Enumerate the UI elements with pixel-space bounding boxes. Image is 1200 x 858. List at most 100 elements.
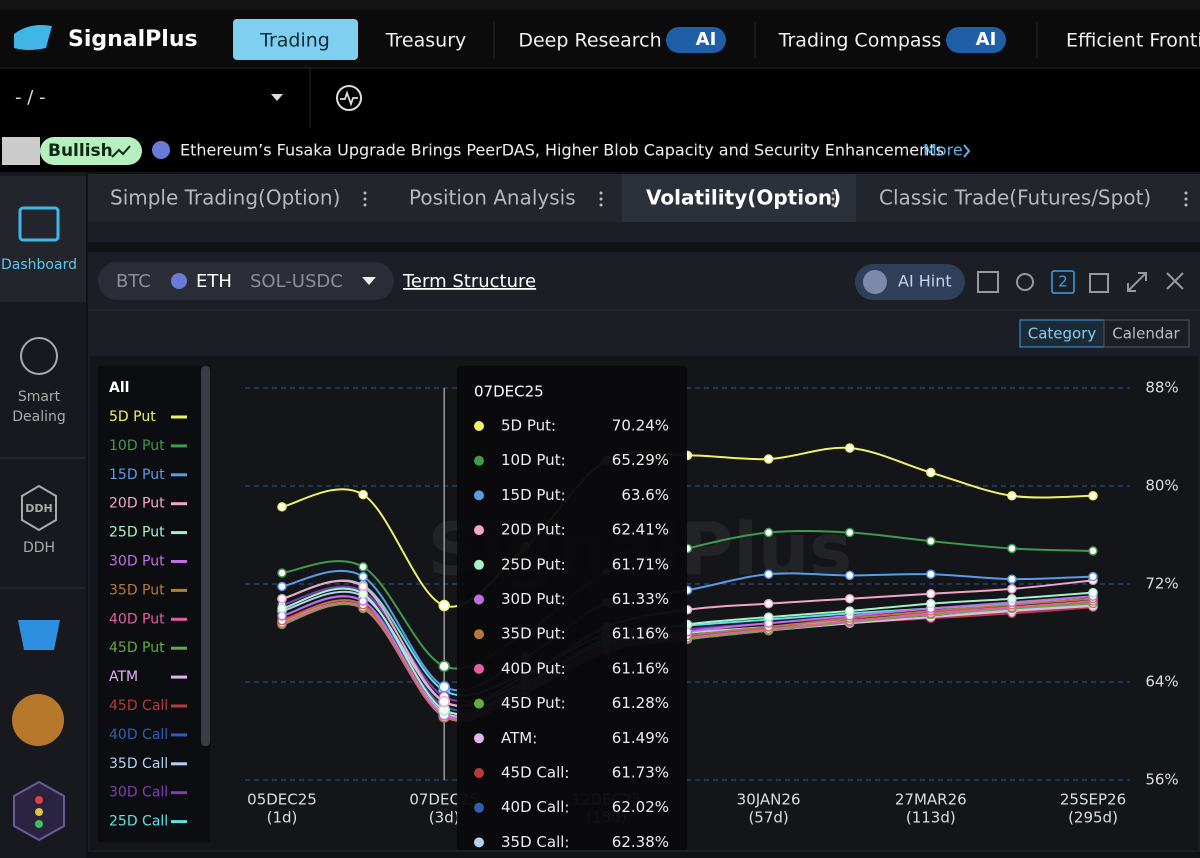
asset[interactable]: SOL-USDC xyxy=(250,271,343,292)
light xyxy=(35,820,43,828)
ticker-bar xyxy=(0,128,1200,172)
data-point xyxy=(926,467,936,478)
tab-active[interactable] xyxy=(233,19,358,60)
legend-label[interactable]: 25D Put xyxy=(109,525,165,541)
trend-icon xyxy=(111,145,131,158)
legend-label[interactable]: ATM xyxy=(109,669,138,685)
headline[interactable]: Ethereum’s Fusaka Upgrade Brings PeerDAS… xyxy=(180,141,944,160)
close-icon[interactable] xyxy=(1166,272,1184,290)
legend-label[interactable]: 35D Put xyxy=(109,582,165,598)
nav-tab[interactable]: Efficient Frontier xyxy=(1066,30,1200,52)
tooltip-bg xyxy=(457,366,687,850)
nav-tab[interactable]: Trading Compass xyxy=(778,30,942,52)
nav-tab[interactable]: Deep Research xyxy=(518,30,661,52)
legend-label[interactable]: 15D Put xyxy=(109,467,165,483)
data-point xyxy=(1088,491,1098,501)
mode[interactable]: Category xyxy=(1028,325,1097,343)
asset[interactable]: BTC xyxy=(116,271,151,292)
copy-icon[interactable] xyxy=(1089,273,1109,293)
more-link[interactable]: More xyxy=(923,141,963,160)
ddh-icon-text: DDH xyxy=(25,502,52,515)
data-point xyxy=(926,598,936,609)
tooltip-value: 61.49% xyxy=(612,729,669,747)
mode-inactive[interactable] xyxy=(1103,319,1190,348)
data-point xyxy=(763,454,774,464)
tooltip: 07DEC25 5D Put: 70.24% 10D Put: 65.29% 15D Pu… xyxy=(457,366,687,850)
menu-dot xyxy=(363,191,367,195)
legend-label[interactable]: 25D Call xyxy=(109,814,168,830)
dealing-icon xyxy=(20,337,58,375)
count-box[interactable] xyxy=(1051,270,1075,294)
legend-label[interactable]: 45D Call xyxy=(109,698,168,714)
nav-tab[interactable]: Trading xyxy=(259,30,330,52)
ddh-icon xyxy=(21,484,57,532)
subtab[interactable]: Simple Trading(Option) xyxy=(110,186,340,210)
count[interactable]: 2 xyxy=(1058,273,1068,291)
data-point xyxy=(358,562,368,572)
asset[interactable]: ETH xyxy=(196,271,232,292)
legend-all[interactable]: All xyxy=(109,380,129,396)
trophy[interactable] xyxy=(18,620,60,650)
tooltip-name: 40D Call: xyxy=(501,798,569,816)
legend-label[interactable]: 5D Put xyxy=(109,409,156,425)
mode[interactable]: Calendar xyxy=(1112,325,1180,343)
toolbar xyxy=(0,68,1200,128)
x-tick-sublabel: (113d) xyxy=(906,809,956,827)
dropdown-arrow[interactable] xyxy=(271,94,283,101)
asset-selector[interactable] xyxy=(98,262,394,300)
sidebar-item[interactable]: DDH xyxy=(23,540,55,556)
bullish-pill xyxy=(40,137,142,165)
news-thumb xyxy=(2,137,40,165)
tooltip-value: 61.16% xyxy=(612,659,669,677)
tooltip-dot xyxy=(474,490,484,501)
menu-dot xyxy=(363,197,367,201)
expand-icon[interactable] xyxy=(1127,272,1147,292)
legend-label[interactable]: 30D Put xyxy=(109,554,165,570)
data-point xyxy=(1007,543,1017,554)
sidebar-item[interactable]: Dashboard xyxy=(1,257,77,273)
tooltip-dot xyxy=(474,663,484,674)
subtab[interactable]: Volatility(Option) xyxy=(646,186,841,210)
view-title[interactable]: Term Structure xyxy=(402,271,536,292)
x-tick-label: 30JAN26 xyxy=(737,791,801,809)
legend-label[interactable]: 35D Call xyxy=(109,756,168,772)
more-arrow[interactable] xyxy=(963,144,971,158)
data-point xyxy=(1007,491,1017,501)
legend-label[interactable]: 30D Call xyxy=(109,785,168,801)
legend-label[interactable]: 40D Put xyxy=(109,611,165,627)
mascot[interactable] xyxy=(12,694,64,746)
ai-badge-text: AI xyxy=(696,29,717,50)
nav-tab[interactable]: Treasury xyxy=(385,30,467,52)
legend-label[interactable]: 20D Put xyxy=(109,496,165,512)
legend-label[interactable]: 40D Call xyxy=(109,727,168,743)
tooltip-dot xyxy=(474,837,484,848)
legend-label[interactable]: 45D Put xyxy=(109,640,165,656)
tooltip-dot xyxy=(474,559,484,570)
tooltip-value: 65.29% xyxy=(612,451,669,469)
tooltip-name: 15D Put: xyxy=(501,486,566,504)
ai-hint[interactable]: AI Hint xyxy=(898,272,952,291)
data-point xyxy=(358,489,368,500)
x-tick-sublabel: (1d) xyxy=(267,809,298,827)
tooltip-dot xyxy=(474,594,484,605)
subtab[interactable]: Classic Trade(Futures/Spot) xyxy=(879,186,1151,210)
tooltip-value: 70.24% xyxy=(612,417,669,435)
export-icon[interactable] xyxy=(977,271,999,293)
sidebar-item[interactable]: Smart Dealing xyxy=(12,389,66,425)
x-tick-label: 25SEP26 xyxy=(1060,791,1126,809)
x-tick-sublabel: (3d) xyxy=(429,809,460,827)
legend-label[interactable]: 10D Put xyxy=(109,438,165,454)
tooltip-value: 61.28% xyxy=(612,694,669,712)
tooltip-name: 45D Put: xyxy=(501,694,566,712)
data-point xyxy=(438,695,450,708)
subtab[interactable]: Position Analysis xyxy=(409,186,576,210)
market-selector[interactable]: - / - xyxy=(15,87,46,108)
dropdown-arrow[interactable] xyxy=(362,277,376,285)
tooltip-dot xyxy=(474,629,484,640)
data-point xyxy=(1088,571,1098,582)
y-tick-label: 72% xyxy=(1145,575,1178,593)
mode-active[interactable] xyxy=(1019,319,1105,348)
menu-dot xyxy=(831,203,835,207)
refresh-icon[interactable] xyxy=(1016,273,1034,291)
wave-icon[interactable] xyxy=(336,85,362,111)
